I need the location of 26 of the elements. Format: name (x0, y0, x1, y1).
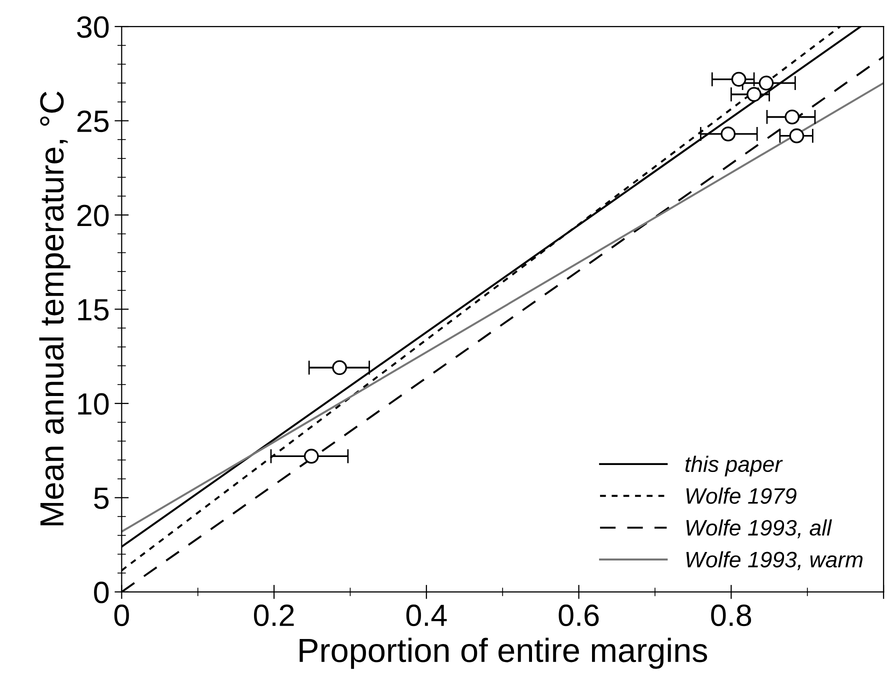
legend-label: this paper (686, 456, 783, 476)
y-tick-label: 25 (77, 110, 109, 132)
point (720, 126, 736, 142)
point (731, 72, 746, 87)
y-tick-label: 10 (78, 393, 109, 415)
y-tick-label: 15 (78, 299, 109, 321)
point (789, 128, 804, 144)
legend-label: Wolfe 1993, warm (686, 551, 863, 570)
x-axis-title: Proportion of entire margins (300, 638, 708, 669)
y-tick-label: 30 (77, 16, 109, 38)
y-tick-label: 0 (94, 582, 109, 604)
y-axis-title: Mean annual temperature, °C (39, 92, 70, 526)
point (746, 86, 762, 102)
point (332, 360, 347, 376)
legend-label: Wolfe 1979 (686, 488, 796, 504)
point (758, 76, 774, 90)
y-tick-label: 20 (77, 204, 109, 226)
point (304, 448, 319, 464)
x-tick-label: 0.2 (254, 604, 294, 626)
x-tick-label: 0.4 (406, 604, 447, 626)
y-tick-label: 5 (94, 488, 109, 510)
point (784, 110, 800, 124)
legend-label: Wolfe 1993, all (686, 519, 832, 538)
x-tick-label: 0 (114, 604, 129, 626)
x-tick-label: 0.8 (711, 604, 752, 626)
x-tick-label: 0.6 (558, 604, 599, 626)
